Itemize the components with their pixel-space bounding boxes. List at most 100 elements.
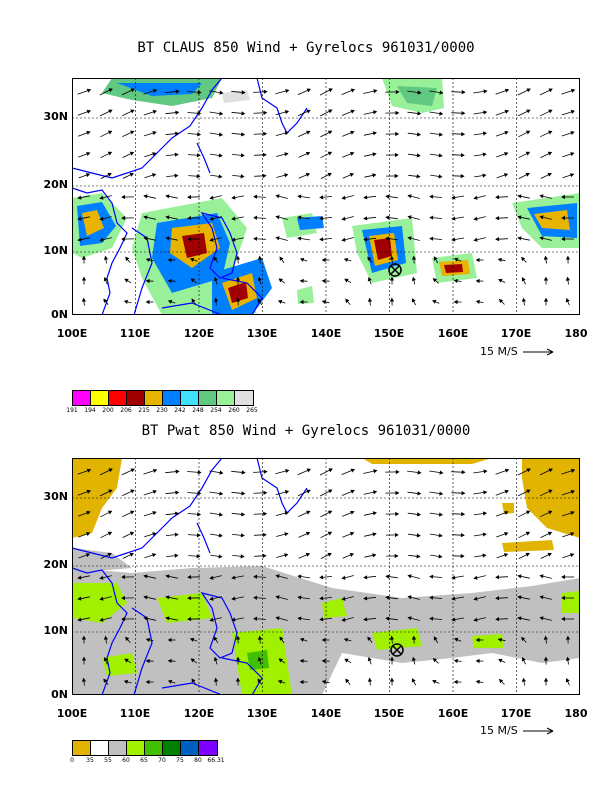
- wind-vector-head: [278, 658, 283, 663]
- wind-vector-head: [482, 511, 488, 516]
- wind-vector-head: [99, 216, 104, 221]
- wind-vector-head: [167, 658, 172, 663]
- legend-swatch: [199, 391, 217, 405]
- wind-vector-head: [526, 88, 531, 93]
- wind-vector-head: [367, 636, 372, 641]
- wind-vector-head: [121, 236, 125, 242]
- top-vector-reference: 15 M/S: [480, 345, 557, 358]
- top-ytick-10n: 10N: [43, 244, 68, 257]
- wind-vector-head: [372, 131, 377, 136]
- wind-vector-head: [241, 132, 246, 137]
- wind-vector-head: [350, 510, 355, 515]
- wind-vector-head: [363, 617, 368, 622]
- wind-vector-head: [231, 596, 236, 601]
- wind-vector-head: [460, 174, 465, 179]
- wind-vector-head: [231, 216, 236, 221]
- top-ytick-30n: 30N: [43, 110, 68, 123]
- bottom-gridlines: [72, 458, 580, 695]
- wind-vector-head: [504, 151, 509, 156]
- wind-vector-head: [341, 596, 346, 601]
- wind-vector-head: [209, 237, 214, 242]
- top-legend-labels: 191 194 200 206 215 230 242 248 254 260 265: [66, 406, 257, 416]
- wind-vector-head: [77, 237, 82, 242]
- wind-vector-head: [174, 553, 179, 558]
- wind-vector-head: [143, 595, 148, 600]
- wind-vector-head: [451, 216, 456, 221]
- wind-vector-head: [167, 257, 172, 263]
- wind-vector-head: [86, 88, 92, 93]
- wind-vector-head: [306, 489, 311, 494]
- wind-vector-head: [395, 110, 400, 116]
- bottom-xtick-170e: 170E: [500, 707, 532, 720]
- wind-vector-head: [253, 215, 258, 220]
- wind-vector-head: [241, 111, 246, 116]
- wind-vector-head: [438, 554, 443, 559]
- wind-vector-head: [385, 595, 390, 600]
- wind-vector-head: [454, 637, 459, 642]
- wind-vector-head: [429, 236, 434, 241]
- wind-vector-head: [231, 617, 236, 622]
- wind-vector-head: [350, 489, 355, 494]
- wind-vector-head: [152, 489, 157, 494]
- wind-vector-head: [504, 130, 509, 135]
- wind-vector-head: [548, 88, 553, 93]
- wind-vector-head: [299, 679, 304, 685]
- wind-vector-head: [344, 278, 349, 283]
- wind-vector-head: [570, 468, 576, 473]
- wind-vector-head: [543, 677, 549, 682]
- top-xtick-130e: 130E: [246, 327, 278, 340]
- wind-vector-head: [461, 511, 466, 517]
- bottom-xtick-100e: 100E: [56, 707, 88, 720]
- wind-vector-head: [503, 173, 509, 178]
- wind-vector-head: [235, 297, 241, 302]
- wind-vector-head: [395, 469, 400, 475]
- wind-vector-head: [451, 617, 456, 622]
- wind-vector-head: [187, 195, 192, 200]
- wind-vector-head: [124, 278, 129, 283]
- bottom-vector-reference-label: 15 M/S: [480, 724, 518, 737]
- wind-vector-head: [417, 491, 422, 496]
- wind-vector-head: [495, 194, 500, 200]
- wind-vector-head: [569, 553, 575, 558]
- top-xtick-120e: 120E: [183, 327, 215, 340]
- wind-vector-head: [262, 173, 267, 178]
- wind-vector-head: [345, 678, 350, 684]
- wind-vector-head: [321, 658, 326, 664]
- legend-label: 55: [104, 757, 112, 764]
- wind-vector-head: [209, 195, 214, 200]
- wind-vector-head: [460, 554, 465, 559]
- wind-vector-head: [416, 174, 421, 179]
- wind-vector-head: [473, 596, 478, 601]
- wind-vector-head: [328, 88, 333, 93]
- wind-vector-head: [319, 237, 324, 242]
- wind-vector-head: [543, 255, 549, 260]
- wind-vector-head: [174, 532, 179, 537]
- wind-vector-head: [107, 172, 112, 177]
- wind-vector-head: [561, 595, 565, 601]
- wind-vector-head: [475, 658, 480, 664]
- wind-vector-head: [547, 151, 553, 156]
- wind-vector-head: [483, 469, 488, 474]
- top-color-legend: 191 194 200 206 215 230 242 248 254 260 265: [66, 390, 258, 416]
- wind-vector-head: [108, 468, 113, 473]
- wind-vector-head: [129, 151, 135, 156]
- wind-vector-head: [130, 109, 135, 114]
- wind-vector-head: [103, 635, 109, 640]
- wind-vector-head: [213, 656, 218, 662]
- wind-vector-head: [372, 511, 377, 516]
- legend-swatch: [217, 391, 235, 405]
- wind-vector-head: [152, 532, 157, 537]
- wind-vector-head: [257, 656, 262, 662]
- wind-vector-head: [175, 89, 180, 94]
- wind-vector-head: [151, 173, 157, 178]
- wind-vector-head: [561, 215, 565, 221]
- wind-vector-head: [321, 299, 327, 304]
- wind-vector-head: [306, 109, 311, 114]
- wind-vector-head: [187, 575, 192, 580]
- wind-vector-head: [284, 131, 289, 136]
- wind-vector-head: [319, 216, 324, 221]
- wind-vector-head: [285, 89, 290, 94]
- wind-vector-head: [372, 152, 377, 157]
- wind-vector-head: [218, 132, 224, 137]
- wind-vector-head: [429, 574, 434, 579]
